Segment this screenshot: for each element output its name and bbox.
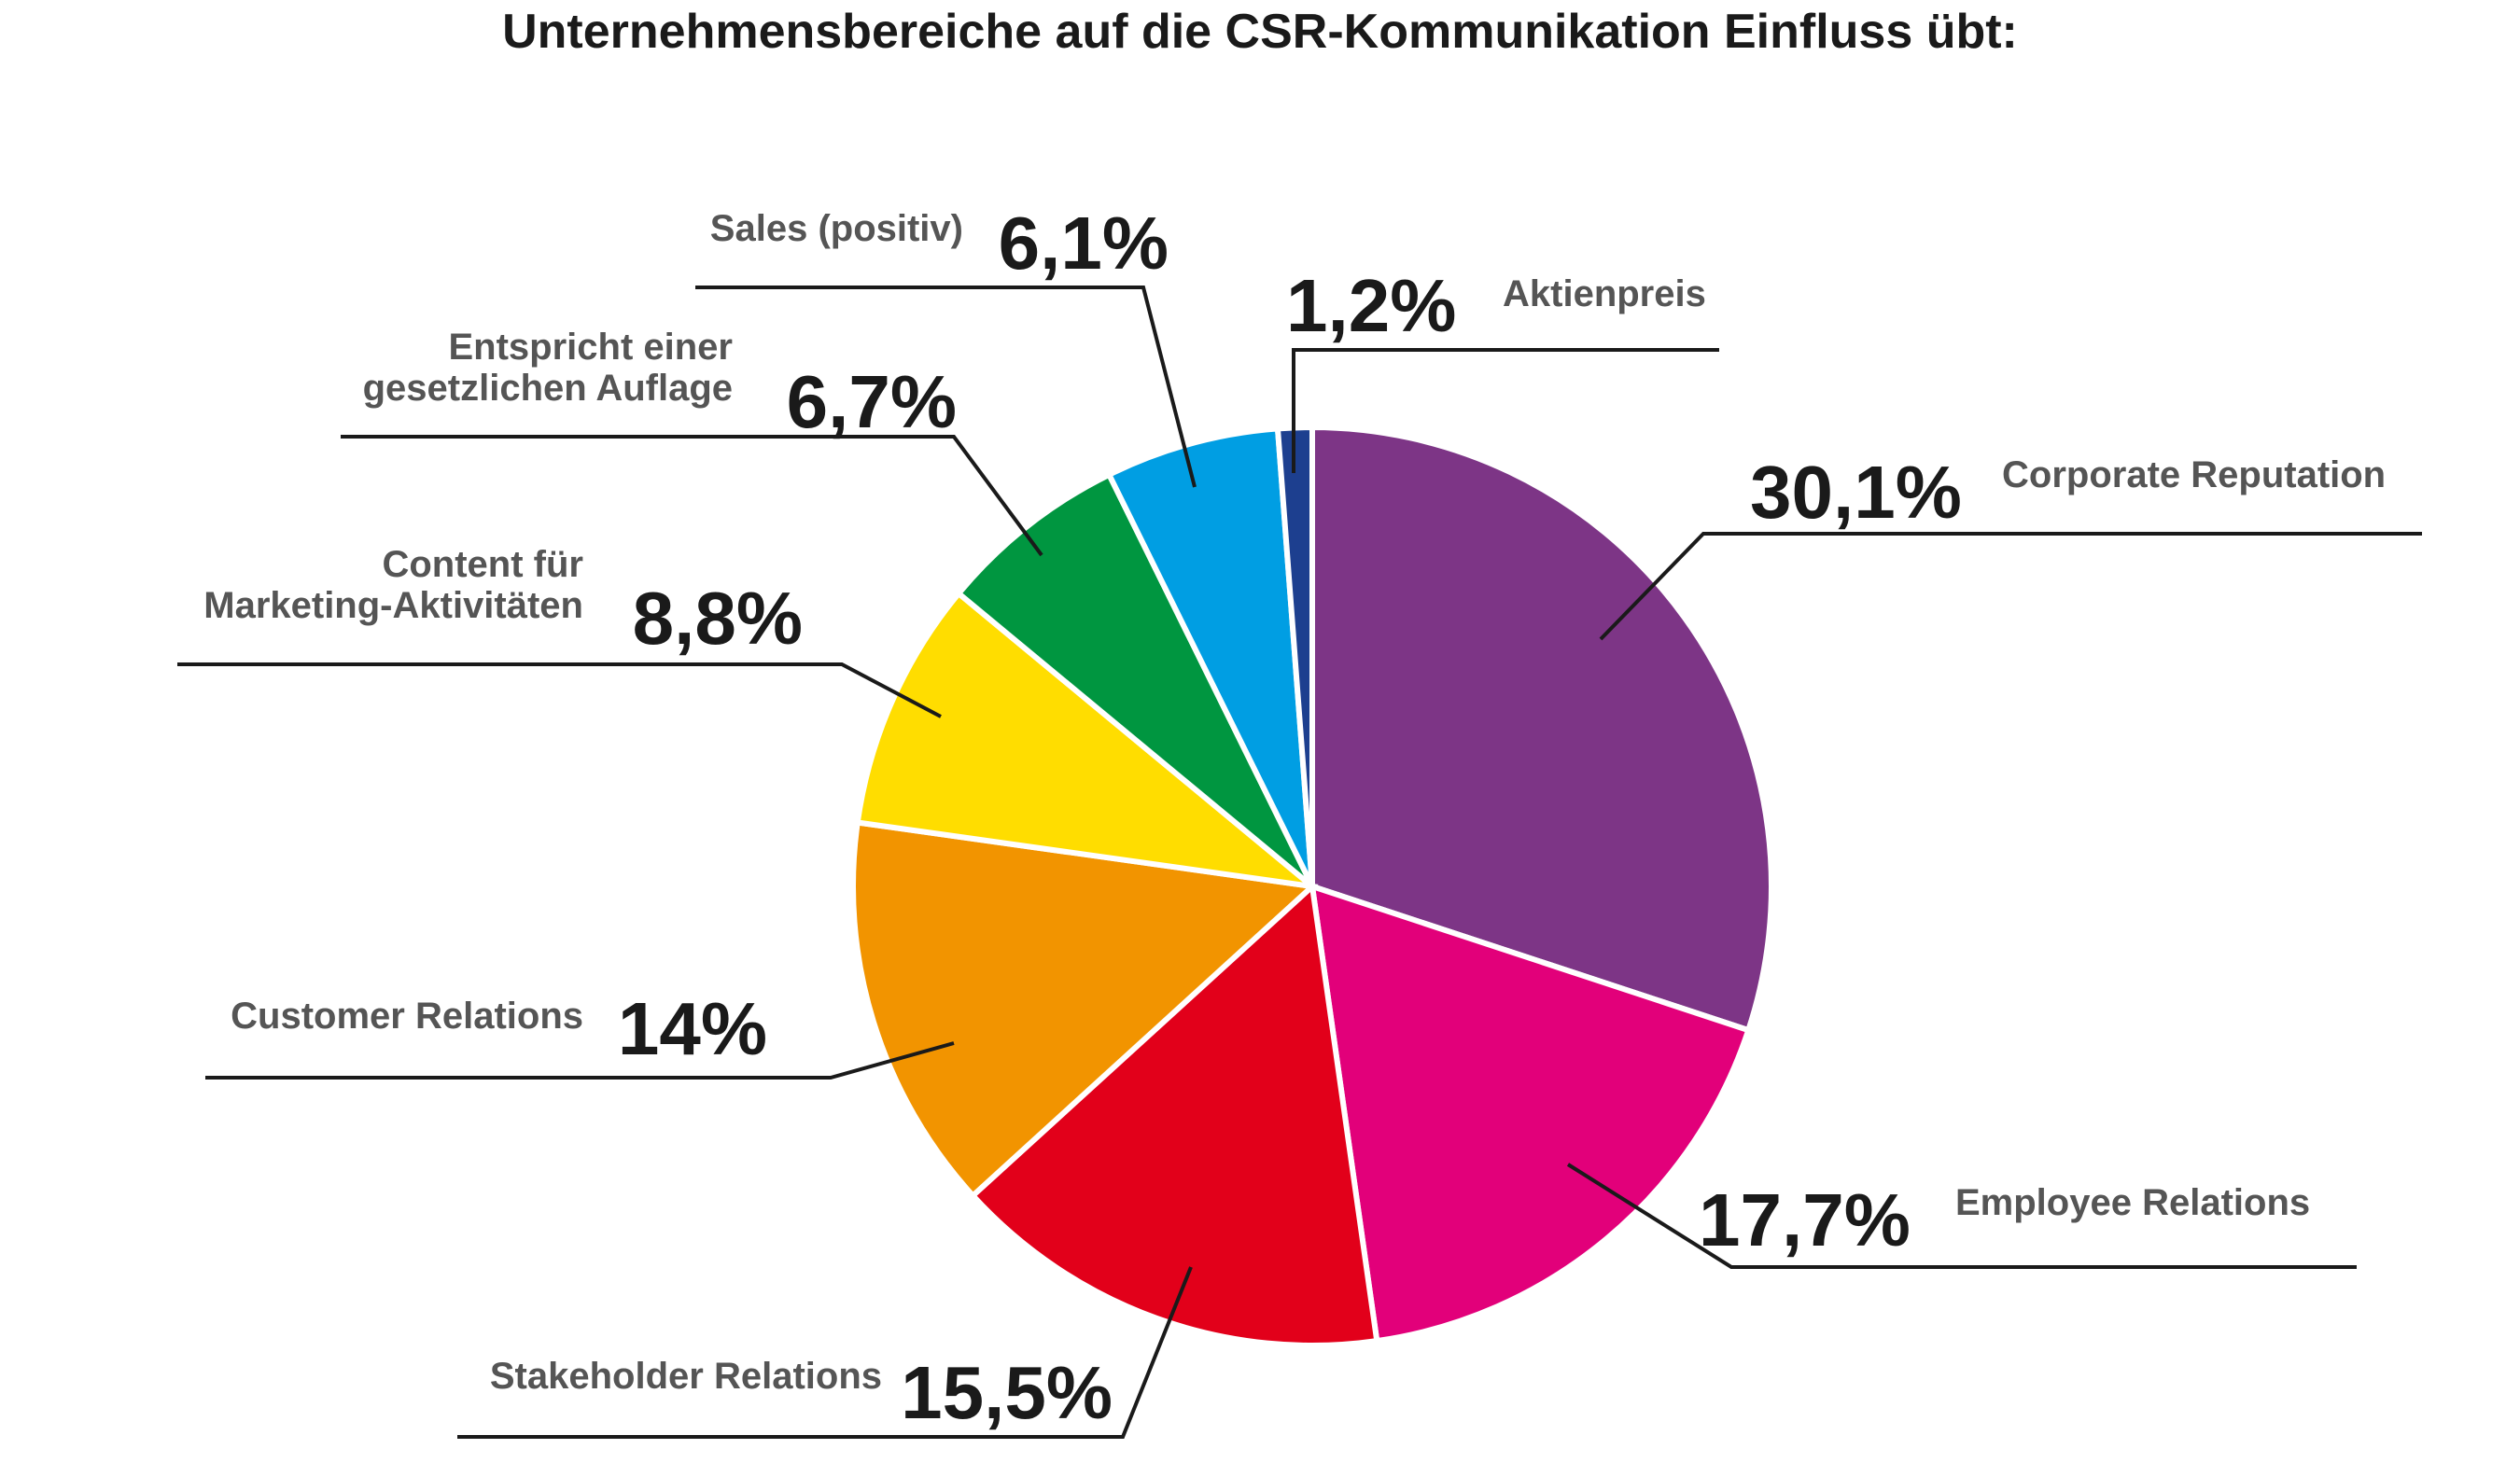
leader-line-4	[177, 662, 942, 718]
percent-label-5: 6,7%	[787, 360, 957, 443]
category-label-4-1: Marketing-Aktivitäten	[203, 585, 583, 626]
leader-line-1	[1566, 1163, 2357, 1269]
pie-slice-2	[969, 880, 1380, 1348]
pie-slice-0	[1309, 424, 1774, 1034]
percent-label-2: 15,5%	[901, 1351, 1113, 1434]
category-label-4-0: Content für	[382, 544, 583, 585]
category-label-6-0: Sales (positiv)	[710, 208, 963, 249]
percent-label-1: 17,7%	[1699, 1178, 1911, 1261]
pie-slice-3	[850, 819, 1319, 1200]
leader-line-6	[695, 286, 1197, 488]
pie-slice-5	[954, 470, 1315, 889]
percent-label-6: 6,1%	[999, 202, 1169, 285]
leader-line-2	[457, 1266, 1193, 1439]
percent-label-3: 14%	[618, 987, 767, 1070]
category-label-3-0: Customer Relations	[231, 996, 583, 1037]
pie-slice-1	[1309, 882, 1753, 1345]
category-label-2-0: Stakeholder Relations	[490, 1356, 882, 1397]
category-label-5-1: gesetzlichen Auflage	[363, 368, 733, 409]
percent-label-0: 30,1%	[1750, 451, 1962, 534]
leader-line-3	[205, 1041, 955, 1080]
leader-line-0	[1599, 532, 2422, 641]
percent-label-7: 1,2%	[1286, 264, 1456, 347]
leader-line-5	[341, 435, 1043, 557]
category-label-0-0: Corporate Reputation	[2002, 454, 2386, 495]
leader-line-7	[1292, 348, 1719, 473]
pie-slice-4	[854, 589, 1323, 891]
category-label-7-0: Aktienpreis	[1503, 273, 1706, 314]
category-label-5-0: Entspricht einer	[448, 327, 733, 368]
category-label-1-0: Employee Relations	[1955, 1182, 2310, 1223]
pie-slice-6	[1105, 425, 1315, 888]
percent-label-4: 8,8%	[633, 577, 803, 660]
chart-title: Unternehmensbereiche auf die CSR-Kommuni…	[502, 5, 2018, 59]
